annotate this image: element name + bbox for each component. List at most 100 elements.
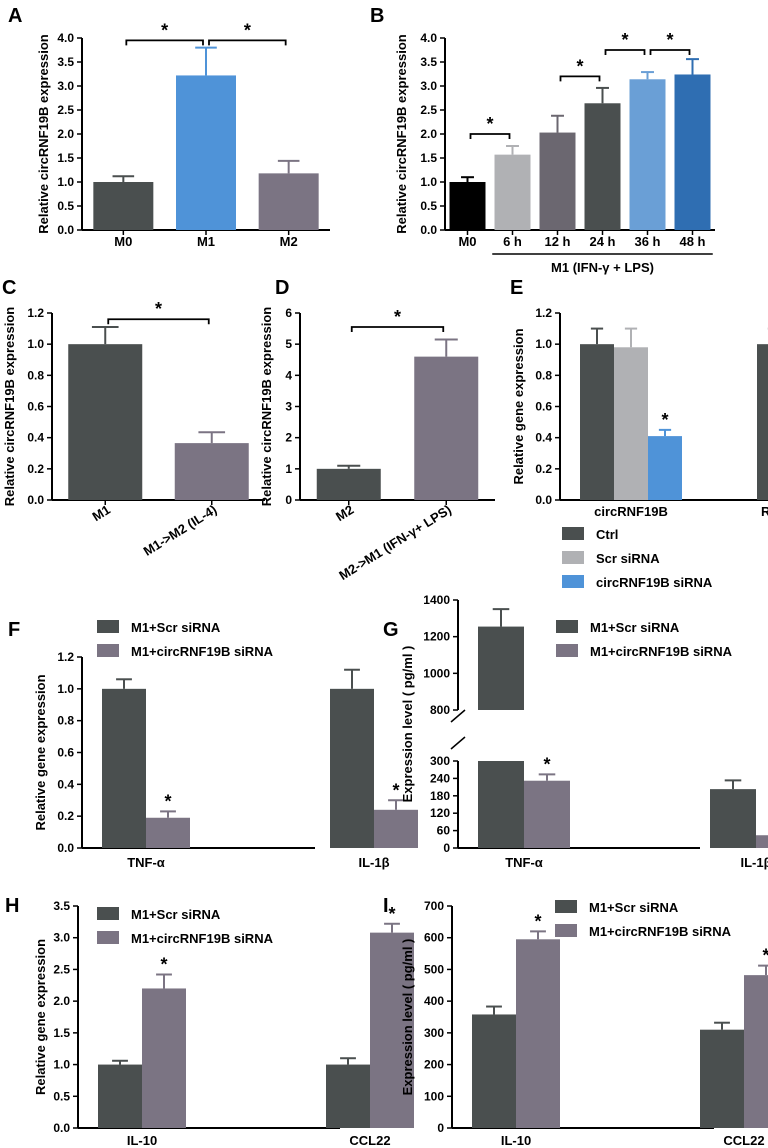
significance-star: *	[164, 791, 171, 811]
y-axis-label: Expression level ( pg/ml )	[400, 939, 415, 1096]
panel-letter: F	[8, 619, 20, 641]
significance-bracket	[350, 326, 445, 333]
y-tick-label: 0.5	[420, 199, 437, 213]
panel-e: E Relative gene expression 0.0 0.2 0.4 0.6 0.8…	[510, 277, 768, 519]
legend-label: M1+circRNF19B siRNA	[131, 644, 274, 659]
legend-swatch	[556, 620, 578, 633]
bar-lower-segment	[478, 761, 524, 848]
bar-0	[68, 344, 143, 500]
y-tick-label: 1000	[423, 666, 450, 680]
y-tick-label: 0.8	[535, 368, 552, 382]
y-tick-label: 1.2	[535, 306, 552, 320]
category-label: IL-1β	[358, 855, 389, 870]
y-axis-label: Expression level ( pg/ml )	[400, 646, 415, 803]
category-label: 24 h	[589, 234, 615, 249]
panel-letter: I	[383, 895, 389, 917]
y-tick-label: 120	[430, 806, 450, 820]
y-tick-label: 1.0	[420, 175, 437, 189]
panel-letter: C	[2, 277, 16, 299]
legend-swatch	[562, 575, 584, 588]
y-tick-label: 400	[424, 994, 444, 1008]
y-tick-label: 4.0	[420, 31, 437, 45]
category-label: M0	[114, 234, 132, 249]
significance-star: *	[534, 911, 541, 931]
panel-letter: A	[8, 5, 22, 27]
bar-ctrl	[580, 344, 614, 500]
panel-f: F Relative gene expression 0.0 0.2 0.4 0.6 0.8…	[8, 619, 418, 870]
category-label: IL-10	[127, 1133, 157, 1148]
bar-1	[174, 443, 249, 500]
y-tick-label: 3.5	[53, 899, 70, 913]
y-tick-label: 1400	[423, 593, 450, 607]
y-tick-label: 700	[424, 899, 444, 913]
bar-m1-scr-sirna	[330, 688, 374, 848]
y-tick-label: 0.4	[27, 431, 44, 445]
significance-star: *	[621, 30, 628, 50]
y-tick-label: 300	[430, 754, 450, 768]
y-tick-label: 3.5	[420, 55, 437, 69]
panel-b: B Relative circRNF19B expression 0.0 0.5 1.0…	[370, 5, 715, 275]
y-tick-label: 0.2	[27, 462, 44, 476]
legend-swatch	[97, 644, 119, 657]
bar-m1-scr-sirna	[98, 1064, 142, 1128]
axis-break-mark	[450, 736, 466, 750]
bar-circrnf19b-sirna	[648, 436, 682, 500]
y-tick-label: 1.5	[420, 151, 437, 165]
category-label: circRNF19B	[594, 504, 668, 519]
significance-bracket	[125, 39, 204, 46]
bar-m1-scr-sirna	[472, 1014, 516, 1128]
bar-m1-circrnf19b-sirna	[370, 932, 414, 1128]
bar-m1-circrnf19b-sirna	[142, 988, 186, 1128]
y-tick-label: 0	[285, 493, 292, 507]
y-tick-label: 0.2	[57, 809, 74, 823]
y-axis-label: Relative gene expression	[33, 939, 48, 1095]
panel-letter: D	[275, 277, 289, 299]
legend-label: circRNF19B siRNA	[596, 575, 713, 590]
category-label: TNF-α	[127, 855, 165, 870]
axis-break-mark	[450, 709, 466, 723]
y-tick-label: 200	[424, 1058, 444, 1072]
bar-m1-circrnf19b-sirna	[744, 975, 768, 1128]
legend-swatch	[97, 907, 119, 920]
bar-4	[629, 79, 666, 230]
significance-star: *	[576, 56, 583, 76]
y-tick-label: 0	[437, 1121, 444, 1135]
category-label: CCL22	[723, 1133, 764, 1148]
y-tick-label: 0.4	[535, 431, 552, 445]
bar-upper-segment	[478, 626, 524, 710]
y-tick-label: 0.6	[535, 400, 552, 414]
y-tick-label: 4.0	[57, 31, 74, 45]
y-tick-label: 2.0	[53, 994, 70, 1008]
legend-swatch	[97, 620, 119, 633]
group-label: M1 (IFN-γ + LPS)	[551, 260, 654, 275]
y-tick-label: 800	[430, 703, 450, 717]
panel-c: C Relative circRNF19B expression 0.0 0.2 0.4…	[2, 277, 265, 559]
legend-label: M1+circRNF19B siRNA	[589, 924, 732, 939]
category-label: IL-10	[501, 1133, 531, 1148]
significance-bracket	[107, 318, 210, 325]
y-tick-label: 1.5	[53, 1026, 70, 1040]
category-label: 36 h	[634, 234, 660, 249]
y-tick-label: 0.6	[57, 746, 74, 760]
y-tick-label: 4	[285, 368, 292, 382]
significance-bracket	[208, 39, 287, 46]
significance-star: *	[486, 114, 493, 134]
significance-star: *	[392, 780, 399, 800]
bar-ctrl	[757, 344, 768, 500]
bar	[756, 835, 768, 848]
y-tick-label: 3	[285, 400, 292, 414]
significance-star: *	[160, 955, 167, 975]
bar-m1-circrnf19b-sirna	[516, 939, 560, 1128]
y-tick-label: 0.5	[57, 199, 74, 213]
bar-m1-scr-sirna	[102, 688, 146, 848]
legend-label: Scr siRNA	[596, 551, 660, 566]
y-tick-label: 0.0	[27, 493, 44, 507]
significance-bracket	[649, 49, 691, 55]
bar-2	[258, 173, 319, 230]
significance-star: *	[661, 410, 668, 430]
y-tick-label: 1.2	[27, 306, 44, 320]
y-tick-label: 0.8	[57, 714, 74, 728]
significance-star: *	[244, 20, 251, 40]
